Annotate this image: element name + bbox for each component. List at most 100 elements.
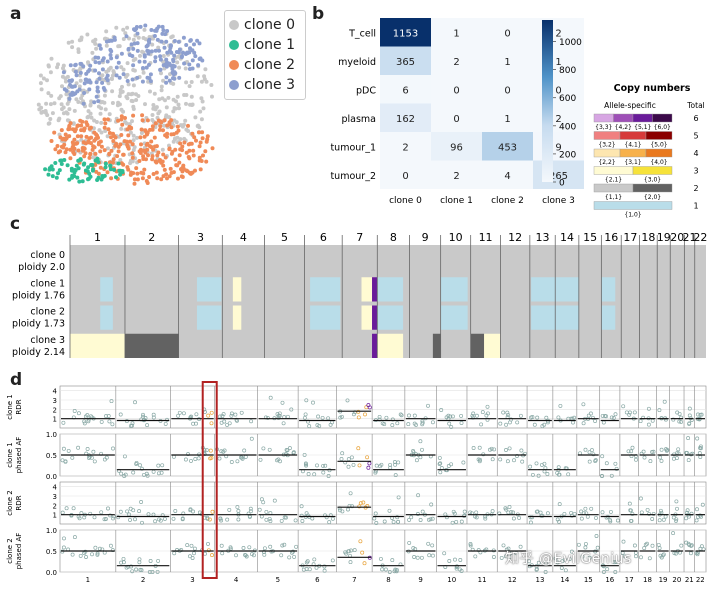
y-tick-label: 4 bbox=[53, 484, 58, 492]
track-point bbox=[219, 420, 224, 425]
spatial-point bbox=[66, 40, 71, 45]
track-point bbox=[632, 543, 637, 548]
track-point bbox=[398, 412, 403, 417]
spatial-point bbox=[132, 27, 136, 32]
spatial-point bbox=[193, 115, 198, 120]
spatial-point bbox=[100, 67, 105, 72]
spatial-point bbox=[200, 99, 205, 104]
spatial-point bbox=[74, 73, 79, 78]
spatial-point bbox=[114, 65, 119, 70]
track-point bbox=[671, 417, 676, 422]
spatial-point bbox=[109, 49, 114, 54]
track-point bbox=[583, 506, 588, 511]
cell-value: 365 bbox=[396, 57, 415, 68]
track-point bbox=[689, 543, 694, 548]
spatial-point bbox=[157, 97, 162, 102]
spatial-point bbox=[178, 141, 183, 146]
spatial-point bbox=[177, 65, 182, 70]
spatial-point bbox=[150, 113, 155, 117]
track-point bbox=[219, 543, 224, 548]
track-point bbox=[684, 540, 689, 545]
spatial-point bbox=[98, 149, 103, 154]
spatial-point bbox=[132, 68, 137, 73]
spatial-point bbox=[138, 135, 143, 140]
spatial-point bbox=[163, 155, 168, 160]
track-point bbox=[518, 413, 523, 418]
copy-number-state-label: {3,2} bbox=[598, 142, 615, 149]
spatial-point bbox=[121, 67, 126, 72]
track-point bbox=[393, 462, 398, 467]
track-point bbox=[330, 558, 335, 563]
copy-number-swatch bbox=[593, 148, 621, 158]
track-point bbox=[138, 567, 143, 572]
heatmap-cell bbox=[533, 18, 584, 47]
spatial-point bbox=[176, 102, 181, 107]
track-point bbox=[317, 423, 322, 428]
spatial-point bbox=[68, 156, 73, 161]
track-point bbox=[360, 550, 365, 555]
copy-number-total: 1 bbox=[693, 202, 698, 211]
spatial-point bbox=[118, 158, 123, 162]
spatial-point bbox=[142, 59, 147, 64]
legend-marker bbox=[229, 60, 239, 70]
track-point bbox=[536, 473, 541, 478]
spatial-point bbox=[178, 137, 183, 142]
track-point bbox=[240, 456, 245, 461]
track-point bbox=[220, 414, 225, 419]
spatial-point bbox=[125, 127, 130, 132]
track-point bbox=[180, 516, 185, 521]
spatial-point bbox=[75, 141, 80, 146]
track-point bbox=[209, 410, 214, 415]
track-point bbox=[515, 420, 520, 425]
spatial-point bbox=[162, 167, 167, 172]
spatial-point bbox=[158, 67, 163, 72]
track-point bbox=[183, 457, 188, 462]
chromosome-label: 9 bbox=[422, 231, 429, 244]
spatial-point bbox=[161, 78, 166, 83]
track-point bbox=[628, 518, 633, 523]
colorbar-tick-label: 0 bbox=[559, 179, 565, 189]
track-point bbox=[438, 461, 443, 466]
chromosome-label: 14 bbox=[560, 231, 574, 244]
track-point bbox=[462, 509, 467, 514]
track-point bbox=[437, 455, 442, 460]
track-point bbox=[142, 417, 147, 422]
spatial-point bbox=[86, 60, 90, 65]
spatial-point bbox=[56, 171, 60, 176]
cell-value: 96 bbox=[450, 142, 463, 153]
track-point bbox=[374, 521, 379, 525]
spatial-point bbox=[93, 151, 98, 156]
spatial-point bbox=[91, 144, 96, 149]
track-point bbox=[621, 539, 626, 544]
spatial-point bbox=[65, 101, 70, 106]
track-point bbox=[698, 412, 703, 417]
track-point bbox=[627, 410, 632, 415]
track-point bbox=[207, 517, 212, 522]
spatial-point bbox=[129, 170, 134, 175]
track-point bbox=[330, 516, 335, 521]
x-tick-label: 21 bbox=[685, 576, 694, 584]
spatial-point bbox=[61, 111, 66, 116]
spatial-point bbox=[148, 79, 153, 84]
spatial-point bbox=[175, 60, 180, 65]
spatial-point bbox=[190, 131, 195, 136]
track-point bbox=[219, 449, 224, 454]
track-point bbox=[210, 553, 214, 558]
spatial-point bbox=[118, 172, 123, 177]
track-point bbox=[448, 414, 453, 419]
spatial-point bbox=[199, 117, 204, 122]
spatial-point bbox=[72, 84, 77, 89]
track-point bbox=[76, 445, 81, 450]
spatial-point bbox=[143, 128, 148, 133]
track-point bbox=[130, 569, 135, 574]
track-point bbox=[580, 554, 585, 559]
x-tick-label: 22 bbox=[696, 576, 705, 584]
spatial-point bbox=[114, 175, 118, 180]
spatial-point bbox=[120, 84, 124, 89]
track-point bbox=[485, 404, 490, 409]
track-point bbox=[555, 560, 560, 565]
spatial-point bbox=[88, 63, 93, 68]
track-point bbox=[275, 458, 279, 463]
copy-number-segment bbox=[601, 277, 616, 302]
copy-number-swatch bbox=[645, 131, 673, 140]
